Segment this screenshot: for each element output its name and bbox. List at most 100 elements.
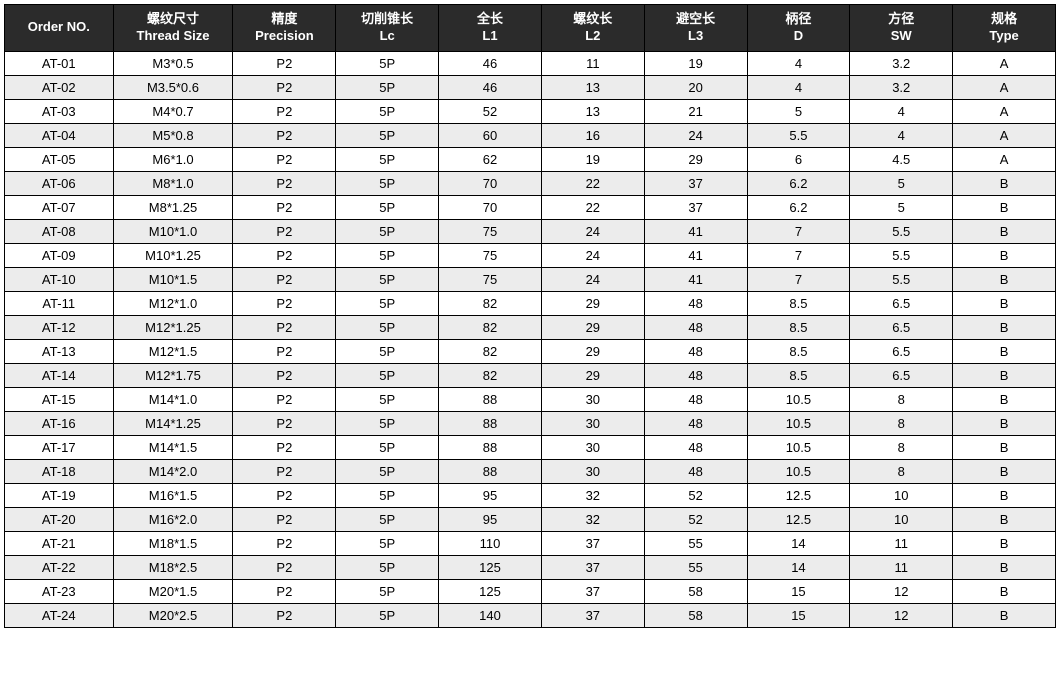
col-l3: 避空长 L3 [644,5,747,52]
table-cell: P2 [233,75,336,99]
table-cell: 82 [439,315,542,339]
table-row: AT-03M4*0.7P25P52132154A [5,99,1056,123]
table-cell: 8.5 [747,339,850,363]
table-cell: 4 [850,123,953,147]
table-cell: AT-11 [5,291,114,315]
table-cell: 15 [747,579,850,603]
table-cell: P2 [233,267,336,291]
table-cell: B [953,315,1056,339]
table-row: AT-20M16*2.0P25P95325212.510B [5,507,1056,531]
table-cell: 29 [541,363,644,387]
table-cell: P2 [233,291,336,315]
table-cell: 5P [336,315,439,339]
table-cell: M12*1.75 [113,363,233,387]
table-cell: 6.2 [747,195,850,219]
table-cell: AT-02 [5,75,114,99]
table-cell: 5P [336,555,439,579]
table-row: AT-08M10*1.0P25P75244175.5B [5,219,1056,243]
table-cell: 20 [644,75,747,99]
table-cell: B [953,531,1056,555]
table-row: AT-19M16*1.5P25P95325212.510B [5,483,1056,507]
table-cell: M14*1.5 [113,435,233,459]
table-row: AT-06M8*1.0P25P7022376.25B [5,171,1056,195]
table-cell: 37 [541,555,644,579]
table-cell: 5P [336,531,439,555]
table-cell: 88 [439,411,542,435]
table-cell: 5.5 [747,123,850,147]
table-cell: M5*0.8 [113,123,233,147]
table-cell: AT-18 [5,459,114,483]
table-cell: 8.5 [747,363,850,387]
table-cell: 5P [336,171,439,195]
table-cell: 29 [541,291,644,315]
table-row: AT-07M8*1.25P25P7022376.25B [5,195,1056,219]
table-cell: 14 [747,531,850,555]
table-cell: 6 [747,147,850,171]
table-cell: B [953,507,1056,531]
table-row: AT-21M18*1.5P25P11037551411B [5,531,1056,555]
table-cell: 5P [336,363,439,387]
table-cell: 4 [747,51,850,75]
table-cell: B [953,291,1056,315]
table-row: AT-16M14*1.25P25P88304810.58B [5,411,1056,435]
table-cell: 48 [644,363,747,387]
table-cell: 4 [747,75,850,99]
table-cell: 29 [541,339,644,363]
table-cell: B [953,267,1056,291]
table-cell: 48 [644,387,747,411]
table-cell: 24 [541,243,644,267]
table-cell: 19 [541,147,644,171]
table-cell: 5P [336,579,439,603]
table-cell: 12 [850,603,953,627]
table-cell: M16*2.0 [113,507,233,531]
table-cell: B [953,219,1056,243]
table-cell: P2 [233,555,336,579]
table-body: AT-01M3*0.5P25P46111943.2AAT-02M3.5*0.6P… [5,51,1056,627]
table-row: AT-09M10*1.25P25P75244175.5B [5,243,1056,267]
table-cell: 82 [439,339,542,363]
table-cell: 32 [541,483,644,507]
table-cell: P2 [233,219,336,243]
table-cell: AT-09 [5,243,114,267]
table-cell: B [953,411,1056,435]
table-cell: 12.5 [747,483,850,507]
table-cell: M4*0.7 [113,99,233,123]
table-cell: P2 [233,531,336,555]
col-lc: 切削锥长 Lc [336,5,439,52]
table-row: AT-14M12*1.75P25P8229488.56.5B [5,363,1056,387]
table-cell: 8 [850,435,953,459]
table-cell: 5P [336,243,439,267]
table-cell: P2 [233,171,336,195]
table-cell: 75 [439,267,542,291]
table-cell: B [953,339,1056,363]
table-cell: 5P [336,195,439,219]
table-cell: 5.5 [850,243,953,267]
table-cell: M12*1.5 [113,339,233,363]
table-cell: P2 [233,195,336,219]
table-cell: 6.5 [850,363,953,387]
table-cell: 21 [644,99,747,123]
table-cell: 13 [541,99,644,123]
table-cell: AT-04 [5,123,114,147]
table-cell: 10.5 [747,411,850,435]
table-cell: B [953,387,1056,411]
table-cell: P2 [233,363,336,387]
table-cell: 24 [541,219,644,243]
spec-table: Order NO. 螺纹尺寸 Thread Size 精度 Precision … [4,4,1056,628]
table-cell: AT-10 [5,267,114,291]
col-thread-size: 螺纹尺寸 Thread Size [113,5,233,52]
table-cell: 12.5 [747,507,850,531]
table-row: AT-24M20*2.5P25P14037581512B [5,603,1056,627]
table-cell: 5.5 [850,219,953,243]
table-cell: AT-01 [5,51,114,75]
table-cell: AT-19 [5,483,114,507]
table-cell: AT-20 [5,507,114,531]
table-cell: 5P [336,123,439,147]
table-cell: 70 [439,195,542,219]
table-row: AT-13M12*1.5P25P8229488.56.5B [5,339,1056,363]
table-cell: 48 [644,291,747,315]
table-cell: 48 [644,459,747,483]
table-cell: M8*1.25 [113,195,233,219]
table-cell: 46 [439,75,542,99]
table-cell: M3*0.5 [113,51,233,75]
